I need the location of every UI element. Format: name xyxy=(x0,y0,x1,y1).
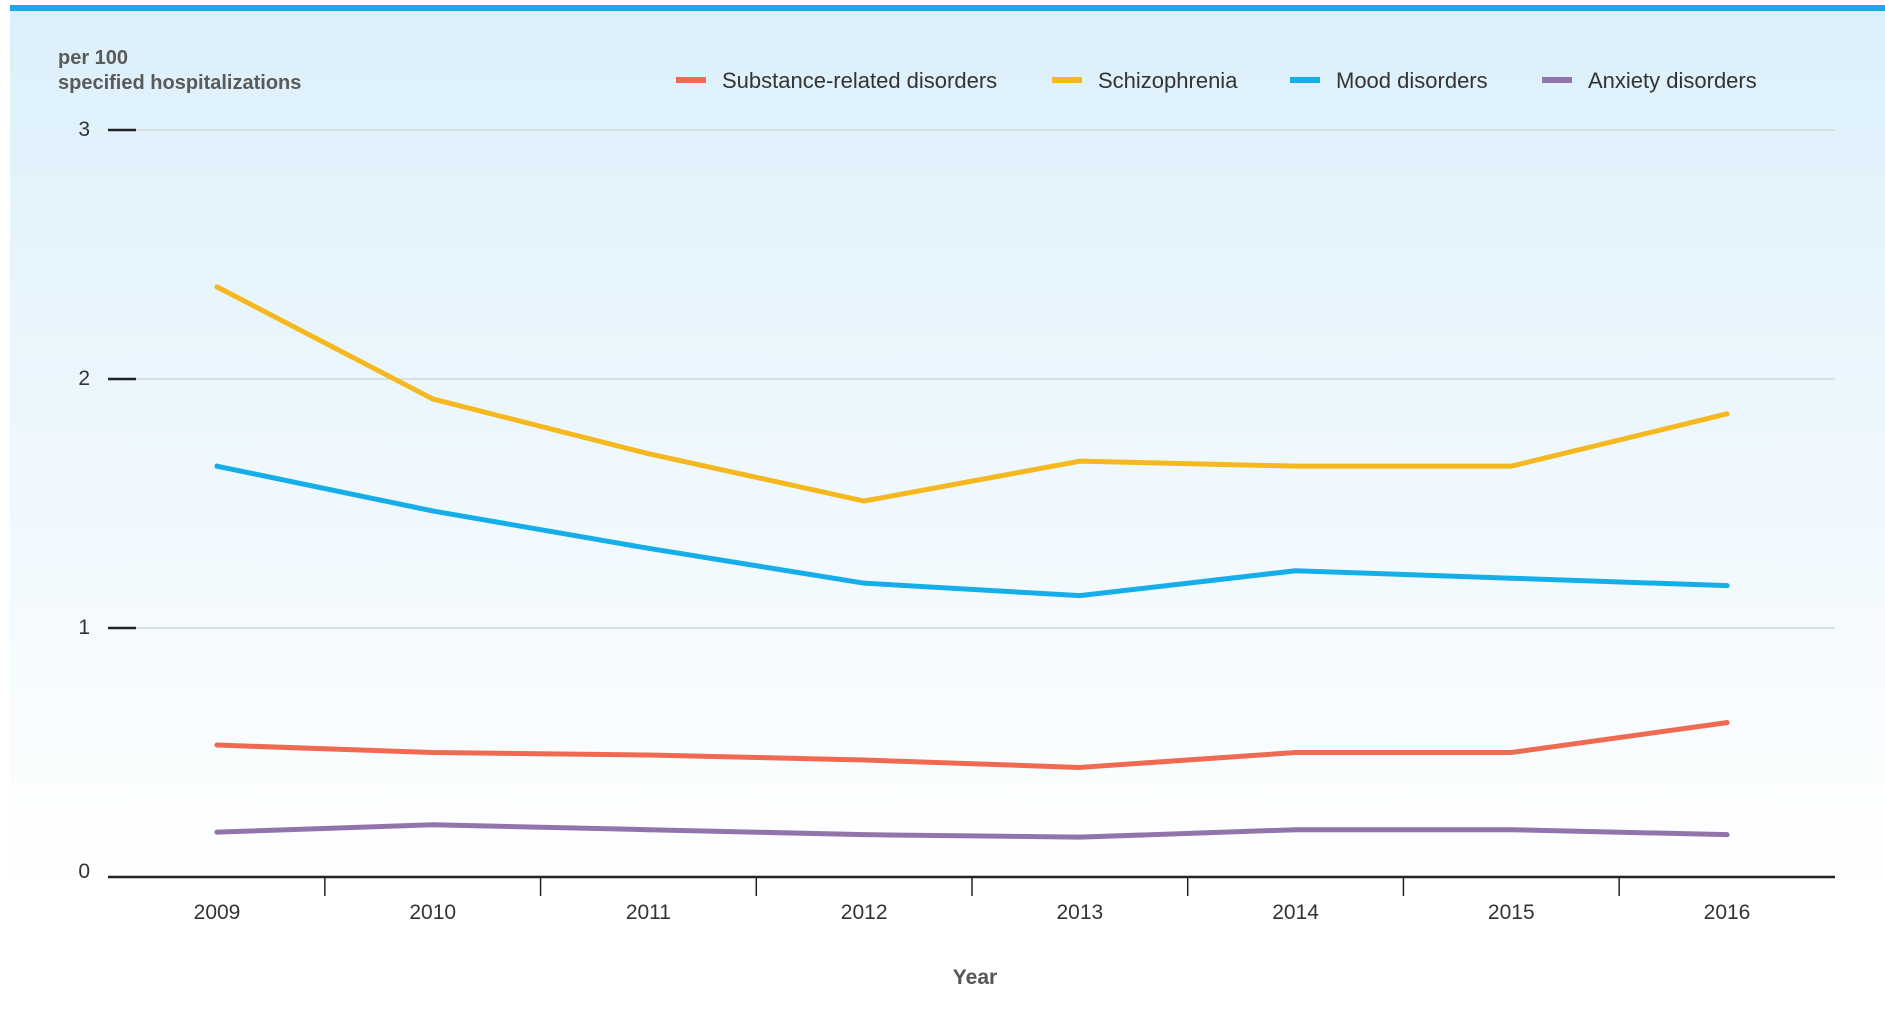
data-point-substance-related-disorders xyxy=(1724,720,1730,726)
y-tick-label: 1 xyxy=(78,616,90,639)
data-point-schizophrenia xyxy=(1724,411,1730,417)
data-point-schizophrenia xyxy=(645,451,651,457)
data-point-mood-disorders xyxy=(1077,593,1083,599)
data-point-mood-disorders xyxy=(214,463,220,469)
data-point-anxiety-disorders xyxy=(861,832,867,838)
data-point-substance-related-disorders xyxy=(1293,750,1299,755)
data-point-mood-disorders xyxy=(861,580,867,586)
data-point-mood-disorders xyxy=(430,508,436,514)
data-point-anxiety-disorders xyxy=(1077,834,1083,840)
data-point-substance-related-disorders xyxy=(1077,764,1083,770)
data-point-anxiety-disorders xyxy=(645,827,651,833)
series-line-schizophrenia xyxy=(214,284,1730,504)
data-point-mood-disorders xyxy=(1293,568,1299,574)
chart-background xyxy=(10,11,1885,891)
legend-label-mood-disorders: Mood disorders xyxy=(1336,68,1488,93)
data-point-schizophrenia xyxy=(430,396,436,402)
top-accent-bar xyxy=(10,5,1885,11)
series-line-anxiety-disorders xyxy=(214,822,1730,840)
data-point-anxiety-disorders xyxy=(1293,827,1299,833)
x-tick-label: 2010 xyxy=(409,901,456,924)
x-tick-label: 2014 xyxy=(1272,901,1319,924)
data-point-substance-related-disorders xyxy=(430,750,436,755)
data-point-mood-disorders xyxy=(1508,575,1514,581)
y-axis-label-line2: specified hospitalizations xyxy=(58,72,301,94)
y-tick-label: 2 xyxy=(78,367,90,390)
data-point-anxiety-disorders xyxy=(1724,832,1730,838)
y-axis-label-line1: per 100 xyxy=(58,47,128,69)
x-axis-label: Year xyxy=(953,966,997,989)
data-point-anxiety-disorders xyxy=(430,822,436,828)
legend-label-schizophrenia: Schizophrenia xyxy=(1098,68,1238,93)
data-point-anxiety-disorders xyxy=(214,829,220,835)
y-tick-label: 0 xyxy=(78,860,90,883)
data-point-substance-related-disorders xyxy=(861,757,867,763)
data-point-schizophrenia xyxy=(1293,463,1299,469)
x-tick-label: 2015 xyxy=(1488,901,1535,924)
series-line-mood-disorders xyxy=(214,463,1730,599)
y-tick-label: 3 xyxy=(78,118,90,141)
data-point-substance-related-disorders xyxy=(214,742,220,748)
data-point-schizophrenia xyxy=(1508,463,1514,469)
data-point-schizophrenia xyxy=(1077,458,1083,464)
data-point-substance-related-disorders xyxy=(645,752,651,758)
x-tick-label: 2016 xyxy=(1704,901,1751,924)
data-point-substance-related-disorders xyxy=(1508,750,1514,755)
x-tick-label: 2013 xyxy=(1056,901,1103,924)
data-point-mood-disorders xyxy=(645,545,651,551)
x-tick-label: 2012 xyxy=(841,901,888,924)
data-point-mood-disorders xyxy=(1724,583,1730,589)
x-tick-label: 2011 xyxy=(626,901,671,924)
series-line-substance-related-disorders xyxy=(214,720,1730,770)
legend-label-anxiety-disorders: Anxiety disorders xyxy=(1588,68,1757,93)
data-point-schizophrenia xyxy=(214,284,220,290)
x-tick-label: 2009 xyxy=(194,901,241,924)
data-point-schizophrenia xyxy=(861,498,867,504)
data-point-anxiety-disorders xyxy=(1508,827,1514,833)
legend-label-substance-related-disorders: Substance-related disorders xyxy=(722,68,997,93)
